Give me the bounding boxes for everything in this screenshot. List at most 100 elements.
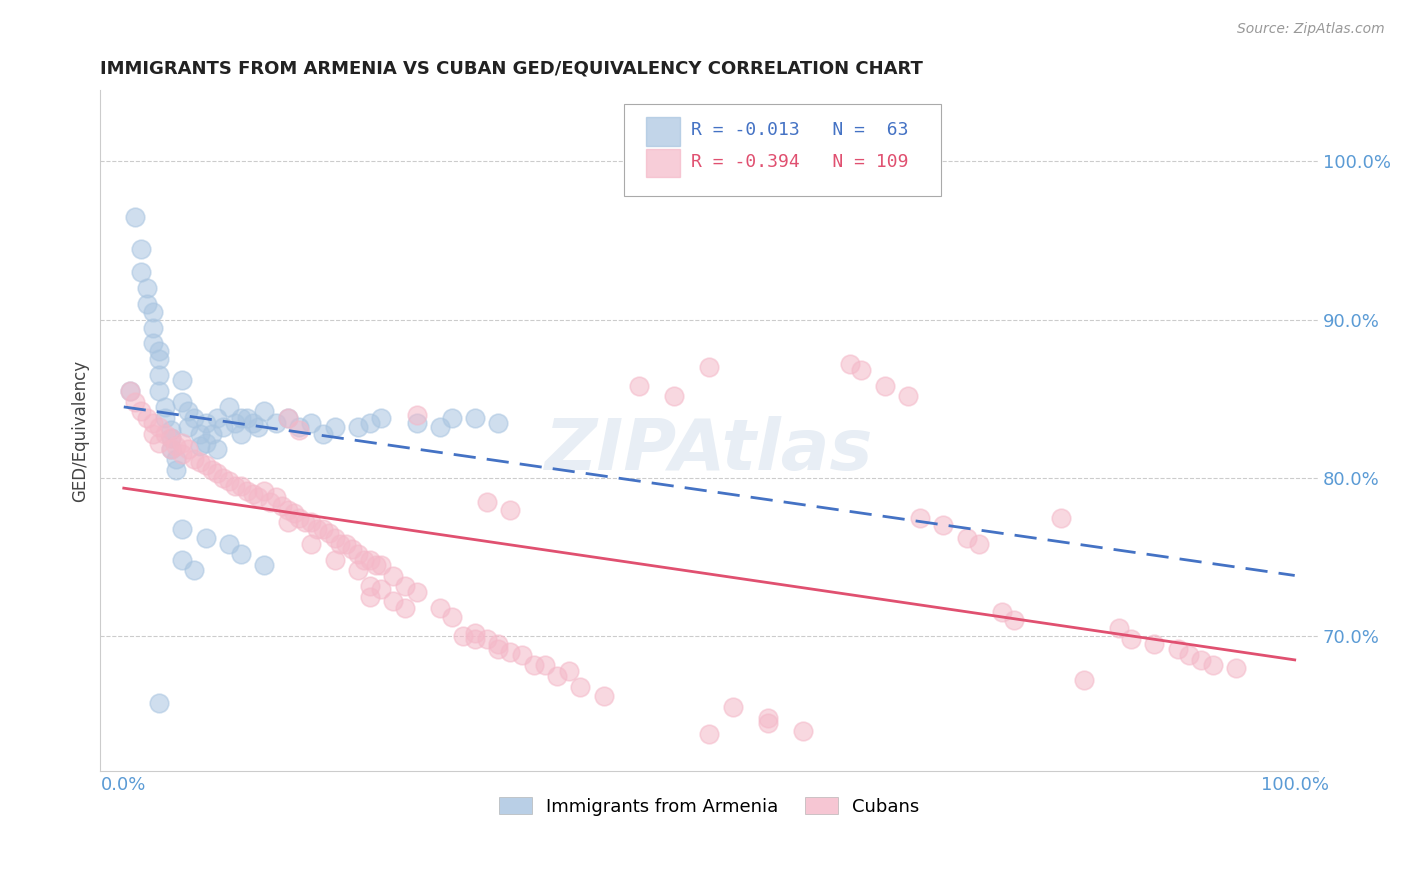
Point: [183, 452, 205, 467]
Point: [229, 547, 252, 561]
Point: [253, 558, 276, 572]
Point: [207, 442, 229, 457]
Point: [1189, 653, 1212, 667]
Point: [697, 360, 720, 375]
Point: [153, 400, 176, 414]
Point: [259, 494, 281, 508]
Point: [277, 410, 299, 425]
Point: [153, 410, 176, 425]
Point: [142, 426, 165, 441]
Point: [253, 404, 276, 418]
Point: [1225, 661, 1247, 675]
Point: [908, 510, 931, 524]
Point: [288, 420, 311, 434]
Point: [592, 690, 614, 704]
Point: [335, 537, 357, 551]
Point: [429, 600, 451, 615]
Point: [118, 384, 141, 398]
Point: [464, 626, 486, 640]
Point: [1143, 637, 1166, 651]
Point: [488, 641, 510, 656]
Point: [159, 431, 181, 445]
Point: [166, 452, 188, 467]
Point: [851, 363, 873, 377]
Point: [148, 344, 170, 359]
Point: [991, 606, 1014, 620]
Point: [499, 645, 522, 659]
Point: [194, 416, 217, 430]
Point: [177, 442, 200, 457]
Point: [1178, 648, 1201, 663]
Point: [510, 648, 533, 663]
Point: [159, 424, 181, 438]
Point: [956, 531, 979, 545]
Point: [305, 522, 328, 536]
Point: [242, 416, 264, 430]
Point: [499, 502, 522, 516]
Point: [312, 426, 335, 441]
Point: [229, 426, 252, 441]
Point: [488, 416, 510, 430]
Point: [172, 395, 194, 409]
Point: [136, 281, 159, 295]
Point: [299, 537, 322, 551]
Point: [153, 426, 176, 441]
Point: [364, 558, 387, 572]
Point: [148, 420, 170, 434]
Point: [558, 664, 581, 678]
Point: [897, 389, 920, 403]
Point: [464, 632, 486, 647]
Point: [1167, 641, 1189, 656]
Point: [277, 502, 299, 516]
Point: [207, 410, 229, 425]
Point: [323, 531, 346, 545]
Point: [212, 420, 235, 434]
Point: [218, 400, 240, 414]
Point: [283, 506, 305, 520]
Point: [405, 585, 427, 599]
Point: [1049, 510, 1071, 524]
Point: [323, 553, 346, 567]
Point: [148, 696, 170, 710]
Point: [194, 531, 217, 545]
Point: [264, 490, 287, 504]
Point: [440, 610, 463, 624]
Point: [172, 522, 194, 536]
Text: ZIPAtlas: ZIPAtlas: [546, 417, 873, 485]
Point: [453, 629, 475, 643]
Point: [294, 515, 316, 529]
Point: [148, 384, 170, 398]
Point: [188, 426, 211, 441]
Point: [242, 487, 264, 501]
Text: R = -0.013   N =  63: R = -0.013 N = 63: [690, 120, 908, 139]
Point: [475, 632, 498, 647]
Point: [382, 594, 405, 608]
Point: [440, 410, 463, 425]
Point: [142, 320, 165, 334]
Point: [247, 420, 270, 434]
Point: [207, 466, 229, 480]
Point: [218, 474, 240, 488]
Point: [405, 408, 427, 422]
Point: [382, 569, 405, 583]
Point: [212, 471, 235, 485]
Point: [183, 410, 205, 425]
Point: [277, 410, 299, 425]
Point: [131, 404, 153, 418]
Point: [172, 436, 194, 450]
Point: [172, 447, 194, 461]
Point: [131, 265, 153, 279]
Point: [270, 500, 292, 514]
Text: IMMIGRANTS FROM ARMENIA VS CUBAN GED/EQUIVALENCY CORRELATION CHART: IMMIGRANTS FROM ARMENIA VS CUBAN GED/EQU…: [100, 60, 924, 78]
Point: [177, 420, 200, 434]
Point: [288, 510, 311, 524]
Point: [1073, 673, 1095, 688]
Point: [323, 420, 346, 434]
Point: [359, 553, 381, 567]
Point: [235, 410, 257, 425]
Point: [569, 680, 592, 694]
FancyBboxPatch shape: [645, 149, 681, 178]
Point: [224, 416, 246, 430]
Point: [299, 416, 322, 430]
Point: [464, 410, 486, 425]
